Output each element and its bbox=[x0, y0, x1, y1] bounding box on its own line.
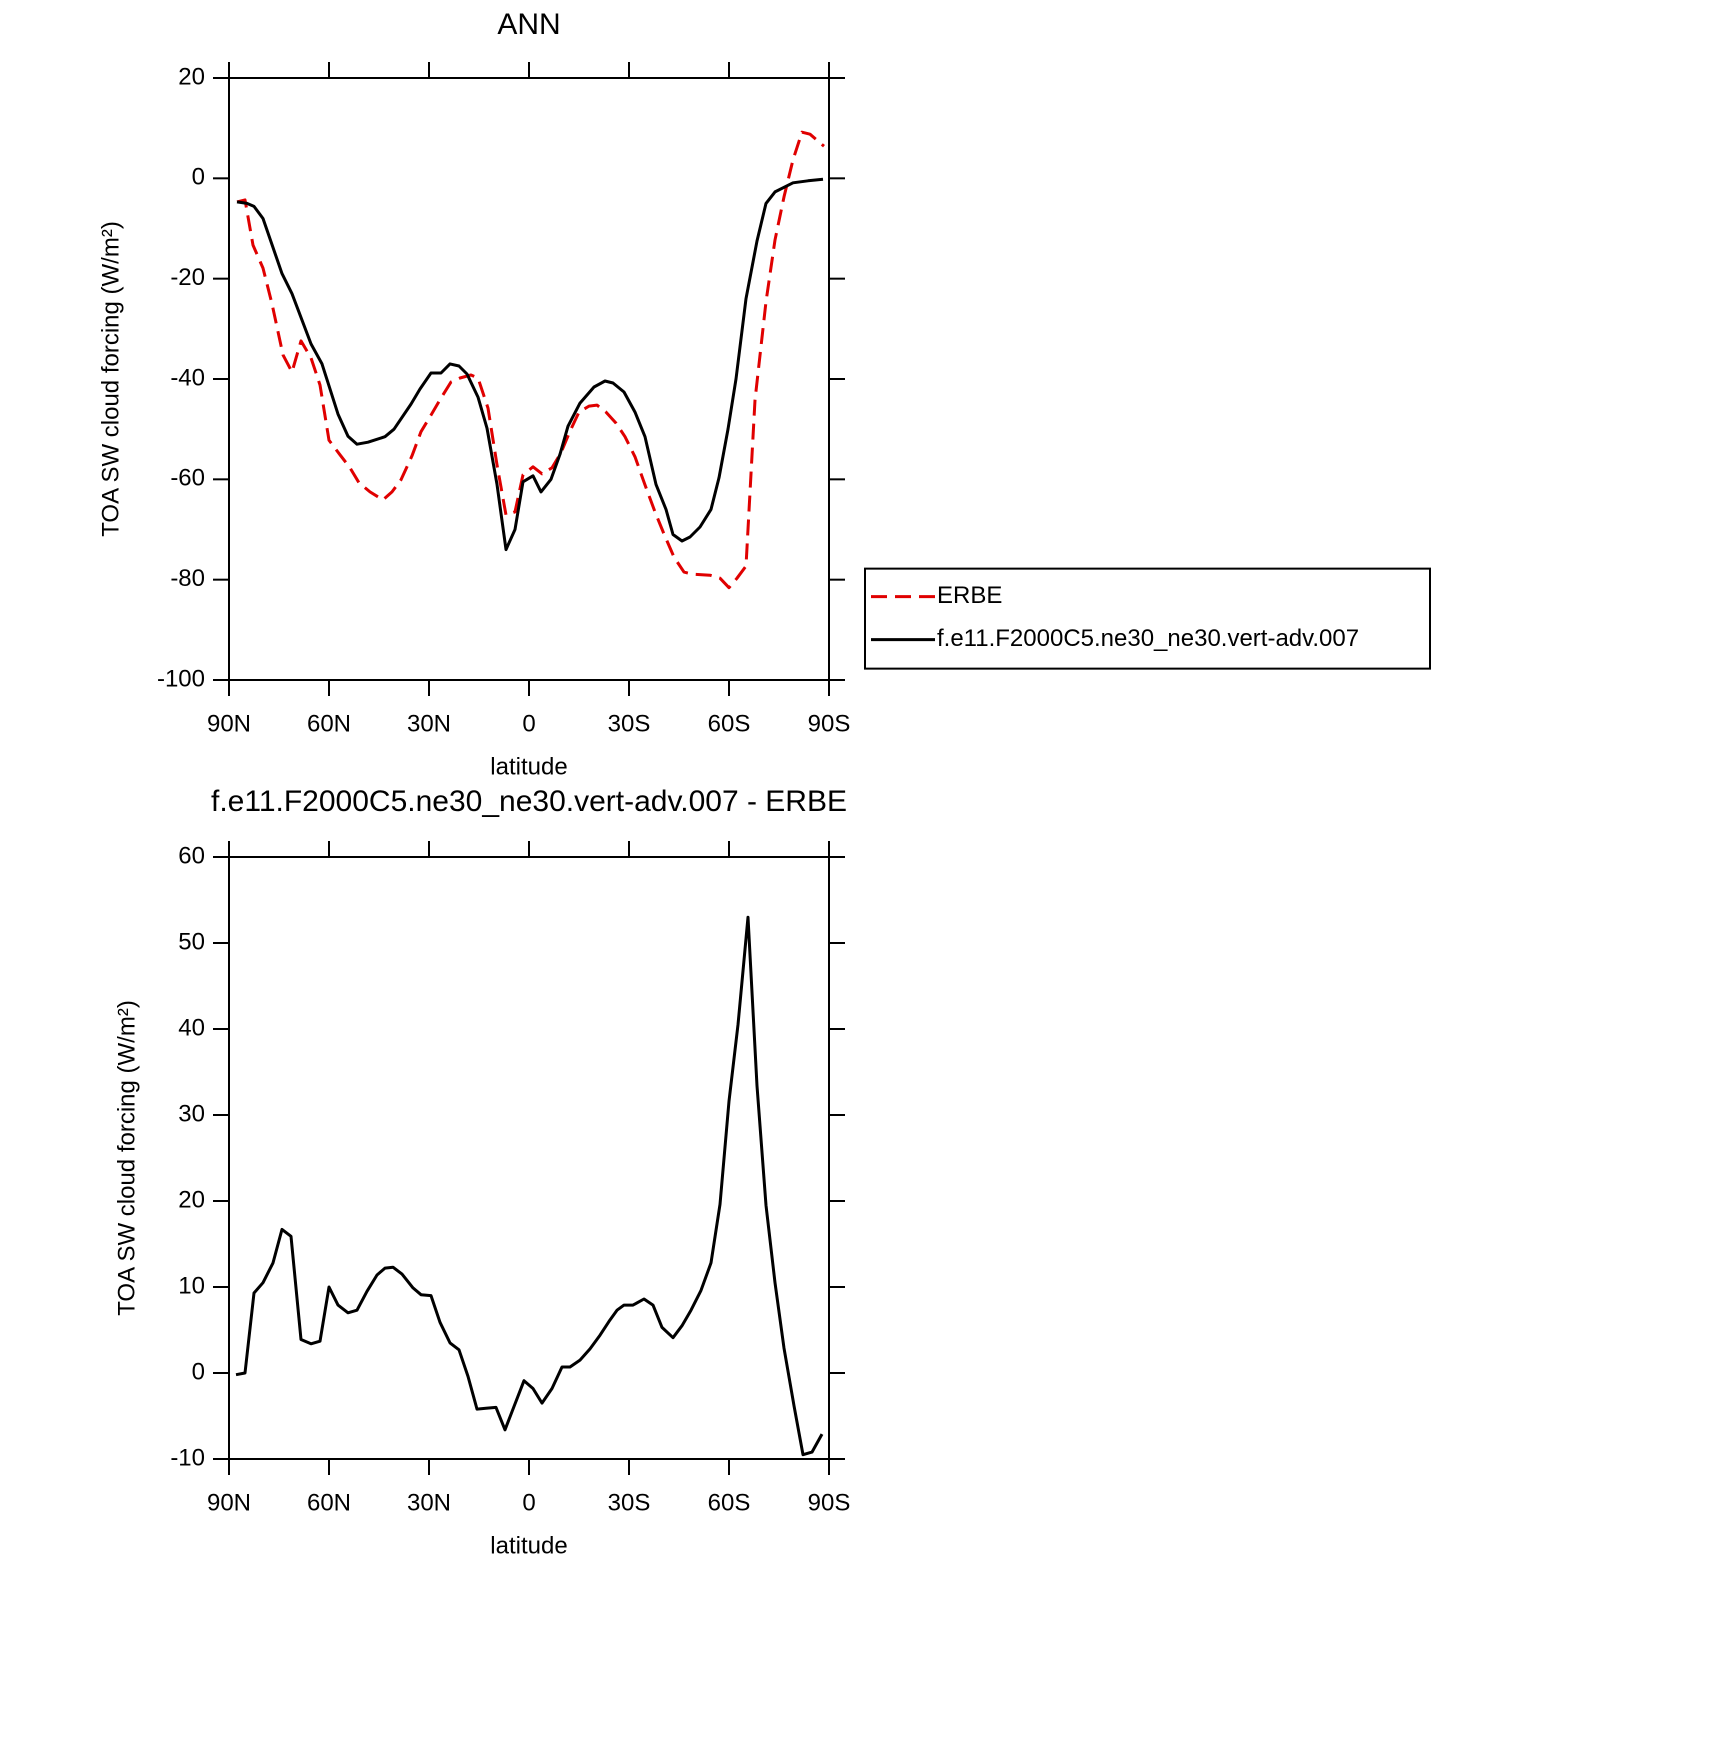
y-axis-label: TOA SW cloud forcing (W/m²) bbox=[113, 1000, 140, 1316]
x-tick-label: 60N bbox=[307, 710, 351, 737]
x-axis-label: latitude bbox=[490, 1532, 567, 1559]
y-tick-label: 0 bbox=[192, 1358, 205, 1385]
x-tick-label: 30S bbox=[608, 1489, 651, 1516]
y-tick-label: -20 bbox=[170, 264, 205, 291]
data-line bbox=[236, 130, 825, 590]
x-tick-label: 30N bbox=[407, 710, 451, 737]
y-tick-label: -10 bbox=[170, 1444, 205, 1471]
y-tick-label: 40 bbox=[178, 1014, 205, 1041]
x-tick-label: 90S bbox=[808, 1489, 851, 1516]
y-axis-label: TOA SW cloud forcing (W/m²) bbox=[97, 221, 124, 537]
x-tick-label: 90S bbox=[808, 710, 851, 737]
y-tick-label: 20 bbox=[178, 63, 205, 90]
y-tick-label: -80 bbox=[170, 565, 205, 592]
y-tick-label: -60 bbox=[170, 465, 205, 492]
y-tick-label: 10 bbox=[178, 1272, 205, 1299]
x-tick-label: 0 bbox=[522, 710, 535, 737]
x-tick-label: 0 bbox=[522, 1489, 535, 1516]
legend-label: ERBE bbox=[937, 582, 1002, 609]
legend-label: f.e11.F2000C5.ne30_ne30.vert-adv.007 bbox=[937, 625, 1359, 652]
y-tick-label: 60 bbox=[178, 842, 205, 869]
chart-title: ANN bbox=[497, 8, 560, 41]
x-tick-label: 30S bbox=[608, 710, 651, 737]
data-line bbox=[236, 177, 824, 552]
x-tick-label: 60N bbox=[307, 1489, 351, 1516]
x-tick-label: 90N bbox=[207, 710, 251, 737]
chart-title: f.e11.F2000C5.ne30_ne30.vert-adv.007 - E… bbox=[211, 785, 847, 818]
y-tick-label: -100 bbox=[157, 665, 205, 692]
y-tick-label: -40 bbox=[170, 364, 205, 391]
y-tick-label: 30 bbox=[178, 1100, 205, 1127]
x-tick-label: 30N bbox=[407, 1489, 451, 1516]
x-axis-label: latitude bbox=[490, 753, 567, 780]
y-tick-label: 50 bbox=[178, 928, 205, 955]
legend-box bbox=[864, 567, 1431, 670]
y-tick-label: 20 bbox=[178, 1186, 205, 1213]
x-tick-label: 90N bbox=[207, 1489, 251, 1516]
x-tick-label: 60S bbox=[708, 710, 751, 737]
plot-frame bbox=[228, 77, 830, 681]
data-line bbox=[235, 915, 824, 1457]
x-tick-label: 60S bbox=[708, 1489, 751, 1516]
plot-frame bbox=[228, 856, 830, 1460]
y-tick-label: 0 bbox=[192, 164, 205, 191]
